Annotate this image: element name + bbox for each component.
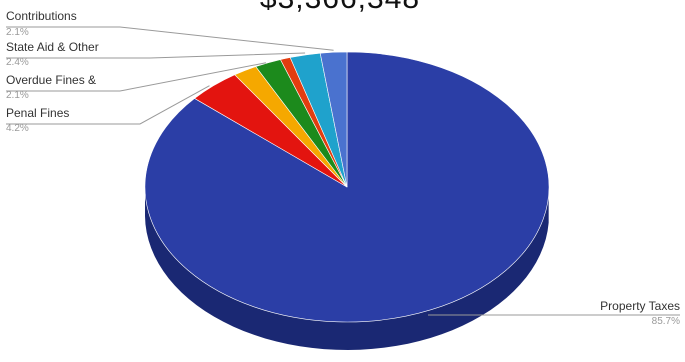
label-state-aid: State Aid & Other [6, 40, 99, 54]
pct-penal-fines: 4.2% [6, 123, 29, 134]
pct-contributions: 2.1% [6, 27, 29, 38]
pie-slices [144, 51, 550, 323]
slice-6-contributions [319, 51, 348, 188]
label-contributions: Contributions [6, 9, 77, 23]
leader-overdue-fines [6, 62, 267, 92]
slice-side-0 [145, 188, 549, 350]
pie-sides [145, 188, 549, 350]
label-overdue-fines: Overdue Fines & [6, 73, 96, 87]
label-penal-fines: Penal Fines [6, 106, 69, 120]
leader-contributions [6, 26, 334, 51]
leader-penal-fines [6, 85, 210, 125]
pct-property-taxes: 85.7% [652, 316, 680, 327]
leader-lines [6, 26, 680, 316]
chart-title: $3,366,348 [260, 0, 420, 15]
label-property-taxes: Property Taxes [600, 299, 680, 313]
leader-state-aid [6, 52, 306, 59]
pct-state-aid: 2.4% [6, 57, 29, 68]
pct-overdue-fines: 2.1% [6, 90, 29, 101]
